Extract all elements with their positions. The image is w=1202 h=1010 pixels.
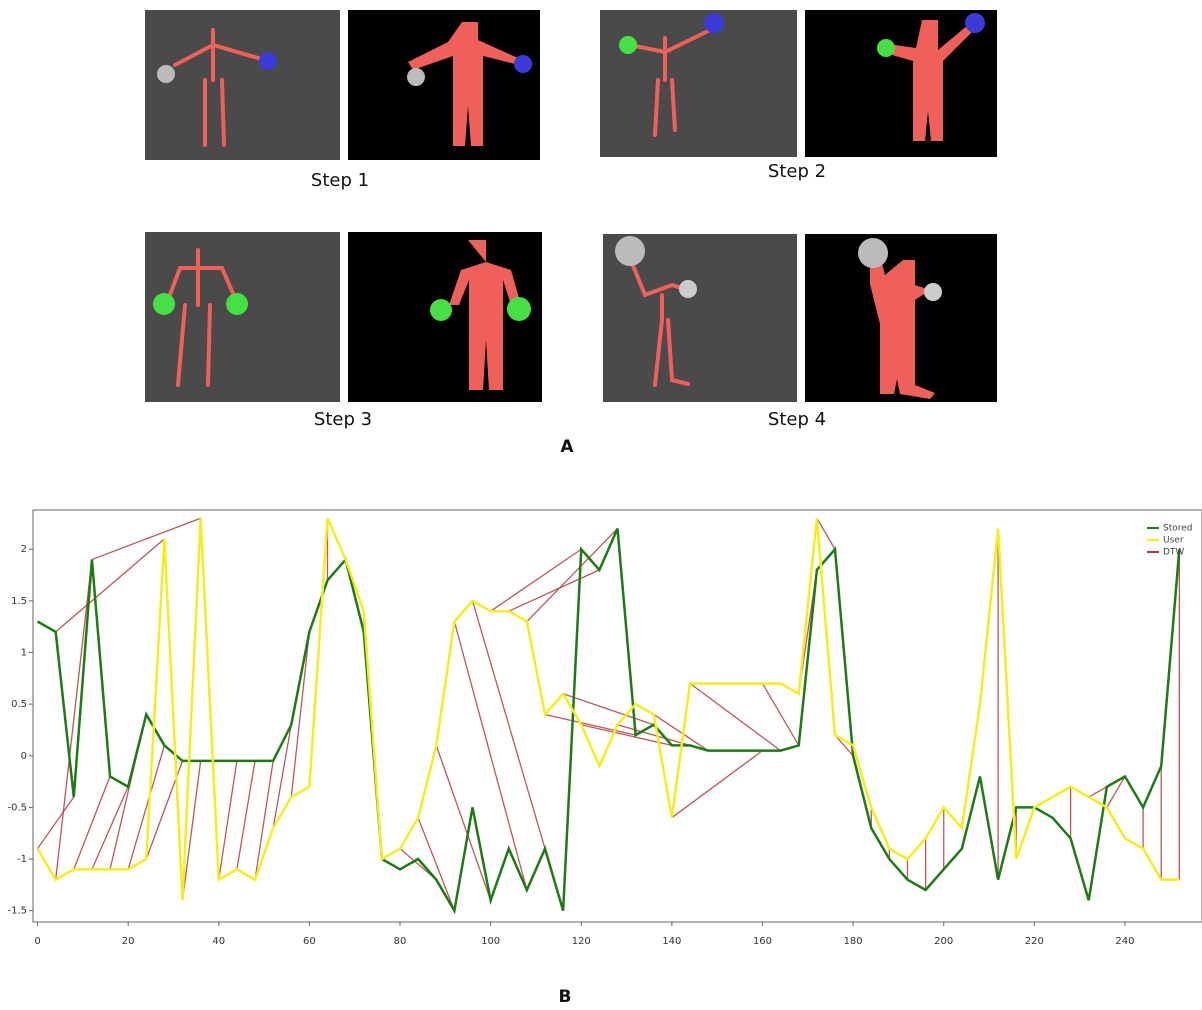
- x-tick-label: 20: [122, 936, 135, 947]
- hand-marker: [615, 236, 645, 266]
- hand-marker: [157, 65, 175, 83]
- depth-view: [348, 10, 540, 160]
- hand-marker: [619, 36, 637, 54]
- x-tick-label: 160: [753, 936, 772, 947]
- x-tick-label: 60: [303, 936, 316, 947]
- x-tick-label: 140: [662, 936, 681, 947]
- step-label: Step 1: [311, 170, 369, 191]
- x-tick-label: 0: [34, 936, 40, 947]
- panel-label: A: [560, 437, 574, 457]
- y-tick-label: 2: [21, 544, 27, 555]
- y-tick-label: 1: [21, 647, 27, 658]
- step-label: Step 4: [768, 409, 826, 430]
- hand-marker: [924, 283, 942, 301]
- hand-marker: [407, 68, 425, 86]
- skeleton-view: [600, 10, 797, 157]
- hand-marker: [226, 293, 248, 315]
- panel-a: Step 1 Step 2 Step 3 Step 4 A: [145, 10, 997, 457]
- hand-marker: [153, 293, 175, 315]
- legend-label: User: [1163, 536, 1184, 546]
- x-tick-label: 240: [1115, 936, 1134, 947]
- hand-marker: [965, 13, 985, 33]
- step-label: Step 2: [768, 161, 826, 182]
- panel-label: B: [559, 987, 572, 1006]
- x-tick-label: 100: [481, 936, 500, 947]
- plot-frame: [33, 510, 1202, 922]
- hand-marker: [259, 52, 277, 70]
- hand-marker: [507, 297, 531, 321]
- x-tick-label: 200: [934, 936, 953, 947]
- y-tick-label: -1: [17, 854, 27, 865]
- y-tick-label: 1.5: [11, 596, 27, 607]
- y-tick-label: -1.5: [7, 906, 27, 917]
- x-tick-label: 40: [212, 936, 225, 947]
- y-tick-label: 0: [21, 751, 27, 762]
- y-tick-label: -0.5: [7, 802, 27, 813]
- x-tick-label: 80: [394, 936, 407, 947]
- hand-marker: [877, 39, 895, 57]
- x-tick-label: 120: [572, 936, 591, 947]
- skeleton-view: [145, 232, 340, 402]
- step-label: Step 3: [314, 409, 372, 430]
- hand-marker: [514, 55, 532, 73]
- legend-label: Stored: [1163, 524, 1193, 534]
- x-tick-label: 180: [844, 936, 863, 947]
- hand-marker: [679, 280, 697, 298]
- figure: Step 1 Step 2 Step 3 Step 4 A -1.5 -1 -0.5…: [0, 0, 1202, 1006]
- hand-marker: [704, 13, 724, 33]
- legend-label: DTW: [1163, 548, 1184, 558]
- hand-marker: [430, 299, 452, 321]
- skeleton-view: [145, 10, 340, 160]
- y-tick-label: 0.5: [11, 699, 27, 710]
- hand-marker: [858, 238, 888, 268]
- x-tick-label: 220: [1025, 936, 1044, 947]
